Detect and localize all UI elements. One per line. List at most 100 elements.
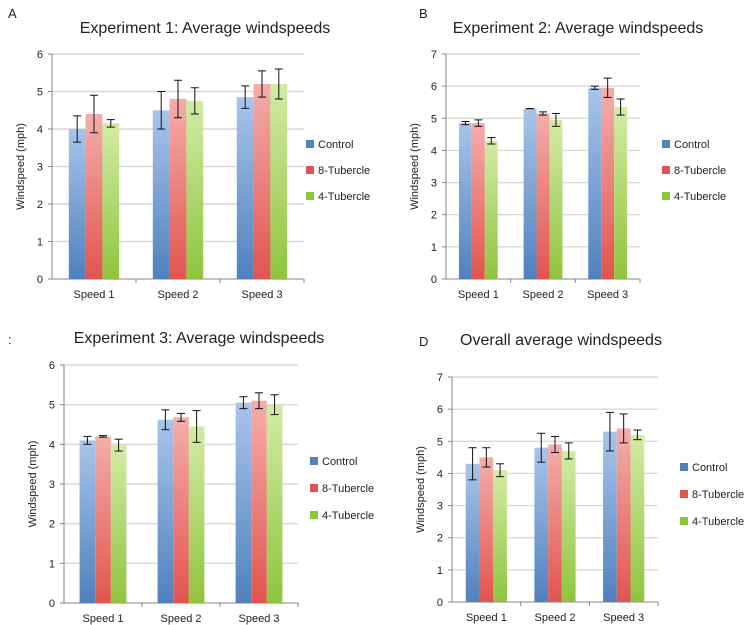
bar bbox=[549, 119, 563, 280]
y-tick-label: 5 bbox=[49, 400, 55, 412]
panel-letter: B bbox=[419, 6, 428, 21]
legend-label: Control bbox=[692, 462, 727, 474]
bar bbox=[79, 440, 96, 603]
y-tick-label: 5 bbox=[37, 87, 43, 99]
y-tick-label: 2 bbox=[49, 519, 55, 531]
bar bbox=[493, 470, 507, 602]
y-tick-label: 2 bbox=[437, 533, 443, 545]
bar bbox=[614, 107, 628, 280]
legend-swatch bbox=[680, 517, 688, 525]
chart-title: Experiment 3: Average windspeeds bbox=[74, 330, 325, 347]
x-tick-label: Speed 3 bbox=[239, 613, 280, 625]
x-tick-label: Speed 3 bbox=[242, 289, 283, 301]
legend-label: 8-Tubercle bbox=[322, 483, 374, 495]
bar bbox=[235, 402, 252, 603]
bar bbox=[173, 417, 189, 603]
legend-label: 4-Tubercle bbox=[674, 191, 726, 203]
y-tick-label: 1 bbox=[431, 242, 437, 254]
legend-label: Control bbox=[318, 139, 353, 151]
y-tick-label: 5 bbox=[437, 436, 443, 448]
bar bbox=[186, 100, 204, 279]
bar bbox=[68, 129, 86, 279]
y-tick-label: 0 bbox=[37, 274, 43, 286]
chart-panel-2: B Experiment 2: Average windspeeds 0 1 2 3 4 5 6… bbox=[409, 6, 726, 301]
y-tick-label: 6 bbox=[437, 404, 443, 416]
bar bbox=[236, 97, 254, 279]
bar bbox=[588, 87, 602, 279]
bar bbox=[169, 99, 187, 279]
bar bbox=[251, 400, 267, 603]
panel-letter: A bbox=[8, 6, 17, 21]
legend-label: 8-Tubercle bbox=[692, 489, 744, 501]
bar bbox=[458, 123, 472, 279]
y-tick-label: 2 bbox=[431, 210, 437, 222]
legend-swatch bbox=[680, 490, 688, 498]
bar bbox=[471, 123, 485, 279]
x-tick-label: Speed 1 bbox=[466, 612, 507, 624]
legend-swatch bbox=[662, 140, 670, 148]
bar bbox=[85, 114, 103, 279]
legend-swatch bbox=[306, 192, 314, 200]
legend-swatch bbox=[306, 140, 314, 148]
legend-label: Control bbox=[674, 139, 709, 151]
y-tick-label: 7 bbox=[431, 49, 437, 61]
y-tick-label: 4 bbox=[437, 468, 443, 480]
y-tick-label: 6 bbox=[49, 360, 55, 372]
y-tick-label: 4 bbox=[37, 124, 43, 136]
legend-swatch bbox=[662, 192, 670, 200]
chart-title: Experiment 2: Average windspeeds bbox=[453, 20, 704, 37]
y-tick-label: 6 bbox=[431, 81, 437, 93]
legend-label: Control bbox=[322, 456, 357, 468]
x-tick-label: Speed 2 bbox=[161, 613, 202, 625]
bar bbox=[253, 84, 271, 279]
y-tick-label: 1 bbox=[437, 565, 443, 577]
y-axis-label: Windspeed (mph) bbox=[409, 123, 421, 210]
panel-letter: D bbox=[419, 334, 428, 349]
bar bbox=[534, 447, 549, 602]
bar bbox=[152, 110, 170, 279]
y-tick-label: 0 bbox=[431, 274, 437, 286]
x-tick-label: Speed 2 bbox=[535, 612, 576, 624]
legend-label: 8-Tubercle bbox=[318, 165, 370, 177]
legend-swatch bbox=[662, 166, 670, 174]
legend-swatch bbox=[306, 166, 314, 174]
y-tick-label: 3 bbox=[37, 162, 43, 174]
bar bbox=[484, 140, 498, 279]
bar bbox=[266, 404, 283, 603]
legend-label: 4-Tubercle bbox=[318, 191, 370, 203]
bar bbox=[157, 419, 174, 603]
bar bbox=[188, 426, 205, 603]
y-tick-label: 1 bbox=[49, 558, 55, 570]
x-tick-label: Speed 2 bbox=[523, 289, 564, 301]
chart-panel-4: D Overall average windspeeds 0 1 2 3 4 5 6 7 Winds… bbox=[415, 332, 744, 624]
legend: Control 8-Tubercle 4-Tubercle bbox=[310, 456, 374, 522]
y-tick-label: 0 bbox=[49, 598, 55, 610]
legend-label: 8-Tubercle bbox=[674, 165, 726, 177]
x-tick-label: Speed 1 bbox=[83, 613, 124, 625]
bar bbox=[95, 436, 111, 603]
y-tick-label: 3 bbox=[437, 501, 443, 513]
bar bbox=[102, 123, 120, 279]
y-tick-label: 1 bbox=[37, 237, 43, 249]
legend-swatch bbox=[680, 463, 688, 471]
legend-swatch bbox=[310, 457, 318, 465]
y-tick-label: 6 bbox=[37, 49, 43, 61]
bar bbox=[616, 428, 631, 602]
x-tick-label: Speed 1 bbox=[458, 289, 499, 301]
y-tick-label: 4 bbox=[49, 439, 55, 451]
chart-title: Overall average windspeeds bbox=[460, 332, 662, 349]
y-tick-label: 7 bbox=[437, 372, 443, 384]
y-axis-label: Windspeed (mph) bbox=[15, 123, 27, 210]
y-tick-label: 2 bbox=[37, 199, 43, 211]
bar bbox=[536, 113, 550, 279]
bar bbox=[479, 457, 494, 602]
legend: Control 8-Tubercle 4-Tubercle bbox=[306, 139, 370, 203]
legend-label: 4-Tubercle bbox=[322, 510, 374, 522]
bar bbox=[630, 434, 645, 602]
bar bbox=[601, 87, 615, 279]
bar bbox=[465, 463, 480, 602]
x-tick-label: Speed 1 bbox=[74, 289, 115, 301]
bar bbox=[548, 444, 562, 602]
bar bbox=[110, 445, 127, 603]
